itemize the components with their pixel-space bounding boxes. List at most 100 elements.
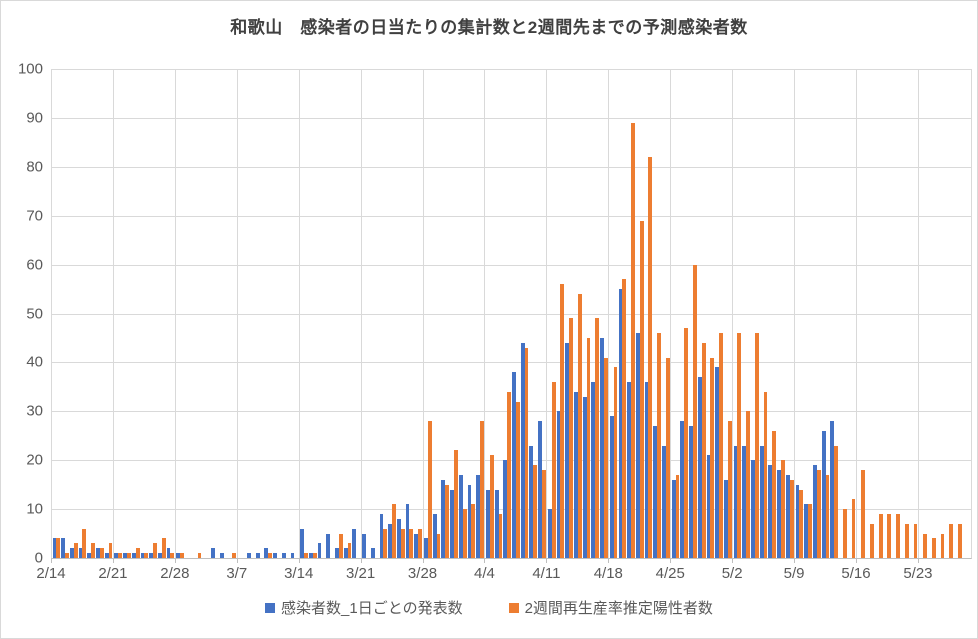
category-slot: [874, 69, 883, 558]
predicted-cases-bar: [197, 553, 202, 558]
category-slot: [441, 69, 450, 558]
category-slot: [556, 69, 565, 558]
category-slot: [928, 69, 937, 558]
daily-cases-bar: [795, 484, 800, 558]
category-slot: [715, 69, 724, 558]
y-axis-tick-label: 70: [26, 207, 43, 225]
predicted-cases-bar: [878, 514, 883, 558]
x-axis-tick-label: 3/21: [346, 565, 376, 582]
daily-cases-bar: [591, 381, 596, 558]
category-slot: [759, 69, 768, 558]
category-slot: [742, 69, 751, 558]
daily-cases-bar: [343, 548, 348, 558]
category-slot: [917, 69, 928, 558]
category-slot: [219, 69, 228, 558]
category-slot: [653, 69, 662, 558]
daily-cases-bar: [317, 543, 322, 558]
predicted-cases-bar: [586, 337, 591, 558]
predicted-cases-bar: [392, 504, 396, 558]
predicted-cases-bar: [126, 553, 131, 558]
predicted-cases-bar: [400, 528, 405, 558]
category-slot: [573, 69, 582, 558]
category-slot: [635, 69, 644, 558]
x-axis-tick-mark: [360, 559, 362, 563]
daily-cases-bar: [653, 425, 658, 558]
category-slot: [69, 69, 78, 558]
predicted-cases-bar: [603, 357, 608, 558]
category-slot: [644, 69, 653, 558]
predicted-cases-bar: [533, 465, 538, 558]
x-axis-tick-mark: [732, 559, 734, 563]
category-slot-empty: [962, 69, 971, 558]
predicted-cases-bar: [746, 411, 751, 558]
category-slot: [96, 69, 105, 558]
daily-cases-bar: [176, 553, 181, 558]
x-axis-tick-mark: [51, 559, 52, 563]
daily-cases-bar: [538, 421, 543, 558]
predicted-cases-bar: [896, 514, 900, 558]
category-slot: [855, 69, 866, 558]
daily-cases-bar: [600, 337, 604, 558]
predicted-cases-bar: [118, 553, 123, 558]
daily-cases-bar: [432, 514, 437, 558]
category-slot: [255, 69, 264, 558]
x-axis-tick-label: 2/28: [160, 565, 190, 582]
daily-cases-bar: [609, 416, 614, 558]
category-slot: [723, 69, 732, 558]
daily-cases-bar: [414, 533, 419, 558]
category-slot: [298, 69, 309, 558]
daily-cases-bar: [246, 553, 251, 558]
daily-cases-bar: [556, 411, 561, 558]
category-slot: [343, 69, 352, 558]
predicted-cases-bar: [923, 533, 928, 558]
predicted-cases-bar: [232, 553, 237, 558]
category-slot: [768, 69, 777, 558]
predicted-cases-bar: [135, 548, 140, 558]
category-slot: [273, 69, 282, 558]
category-slot: [732, 69, 742, 558]
horizontal-gridline: [51, 313, 971, 315]
daily-cases-bar: [396, 518, 401, 558]
category-slot: [264, 69, 273, 558]
horizontal-gridline: [51, 69, 971, 70]
predicted-cases-bar: [542, 469, 546, 558]
daily-cases-bar: [715, 367, 720, 558]
category-slot: [246, 69, 255, 558]
predicted-cases-bar: [834, 445, 839, 558]
predicted-cases-bar: [851, 499, 856, 558]
daily-cases-bar: [61, 538, 66, 558]
category-slot: [317, 69, 326, 558]
x-axis-tick-mark: [670, 559, 672, 563]
predicted-cases-bar: [347, 543, 352, 558]
category-slot: [689, 69, 698, 558]
category-slot: [166, 69, 175, 558]
predicted-cases-bar: [763, 391, 768, 558]
predicted-cases-bar: [799, 489, 804, 558]
y-axis-tick-label: 30: [26, 402, 43, 420]
predicted-cases-bar: [737, 333, 742, 558]
x-axis-tick-label: 5/2: [721, 565, 743, 582]
category-slot: [131, 69, 140, 558]
daily-cases-bar: [494, 489, 499, 558]
horizontal-gridline: [51, 362, 971, 364]
daily-cases-bar: [777, 469, 781, 558]
daily-cases-bar: [52, 538, 57, 558]
category-slot: [149, 69, 158, 558]
predicted-cases-bar: [409, 528, 414, 558]
predicted-cases-bar: [418, 528, 422, 558]
predicted-cases-bar: [56, 538, 61, 558]
daily-cases-bar: [697, 377, 702, 558]
category-slot: [484, 69, 494, 558]
predicted-cases-bar: [445, 484, 450, 558]
daily-cases-bar: [87, 553, 92, 558]
legend-item-predicted-cases: 2週間再生産率推定陽性者数: [508, 597, 713, 618]
predicted-cases-bar: [622, 279, 627, 558]
predicted-cases-bar: [808, 504, 812, 558]
predicted-cases-bar: [842, 509, 847, 558]
daily-cases-bar: [804, 504, 809, 558]
legend-label-daily-cases: 感染者数_1日ごとの発表数: [281, 600, 463, 617]
category-slot: [954, 69, 963, 558]
category-slot: [529, 69, 538, 558]
daily-cases-bar: [547, 509, 552, 558]
daily-cases-bar: [140, 553, 145, 558]
